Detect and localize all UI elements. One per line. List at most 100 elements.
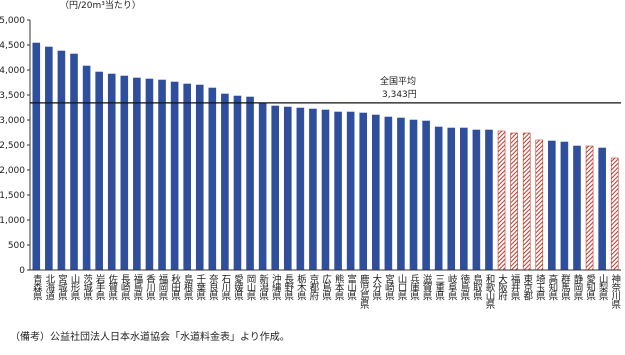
x-tick-label: 神奈川県 bbox=[609, 273, 621, 310]
x-tick-label: 宮城県 bbox=[56, 273, 68, 301]
bar bbox=[371, 114, 380, 271]
y-tick-label: 3,500 bbox=[0, 91, 25, 101]
x-tick-label: 静岡県 bbox=[571, 273, 583, 301]
x-tick-label: 茨城県 bbox=[81, 273, 93, 301]
bar bbox=[233, 95, 242, 271]
x-tick-label: 滋賀県 bbox=[421, 273, 433, 301]
bar bbox=[610, 157, 619, 271]
bar bbox=[158, 79, 166, 271]
y-tick-label: 0 bbox=[19, 266, 25, 276]
bar bbox=[384, 116, 393, 271]
bar bbox=[510, 132, 518, 271]
bar bbox=[271, 105, 280, 271]
x-tick-label: 東京都 bbox=[521, 273, 533, 301]
bar bbox=[120, 75, 129, 271]
x-tick-label: 秋田県 bbox=[169, 273, 181, 301]
average-value-label: 3,343円 bbox=[382, 89, 417, 100]
x-tick-label: 三重県 bbox=[433, 274, 445, 301]
bar bbox=[359, 112, 368, 271]
x-tick-label: 京都府 bbox=[307, 273, 319, 301]
x-tick-label: 高知県 bbox=[546, 273, 558, 301]
bar bbox=[57, 50, 66, 271]
bar bbox=[183, 83, 191, 271]
bar bbox=[485, 129, 493, 271]
bar bbox=[522, 132, 531, 271]
bar bbox=[221, 93, 229, 271]
bar bbox=[460, 127, 468, 271]
x-tick-label: 岐阜県 bbox=[446, 273, 458, 301]
bar bbox=[409, 119, 418, 271]
bar bbox=[434, 126, 443, 271]
x-tick-label: 愛知県 bbox=[584, 273, 596, 301]
bar bbox=[45, 46, 53, 271]
x-tick-label: 熊本県 bbox=[333, 273, 345, 301]
x-tick-label: 福島県 bbox=[131, 273, 143, 301]
x-tick-label: 岡山県 bbox=[245, 274, 257, 301]
bar bbox=[535, 139, 544, 271]
y-tick-label: 3,000 bbox=[0, 116, 25, 126]
bar bbox=[346, 111, 355, 271]
x-tick-label: 沖縄県 bbox=[270, 273, 282, 301]
note: （備考）公益社団法人日本水道協会「水道料金表」より作成。 bbox=[10, 330, 290, 343]
x-tick-label: 広島県 bbox=[320, 273, 332, 301]
bar bbox=[472, 129, 481, 271]
bar bbox=[32, 42, 41, 271]
bar bbox=[422, 120, 430, 271]
y-tick-label: 4,500 bbox=[0, 41, 25, 51]
x-tick-label: 新潟県 bbox=[257, 273, 269, 301]
bar bbox=[246, 96, 254, 271]
x-tick-label: 栃木県 bbox=[295, 273, 307, 301]
y-tick-label: 2,500 bbox=[0, 141, 25, 151]
x-tick-label: 和歌山県 bbox=[483, 274, 495, 310]
x-tick-label: 徳島県 bbox=[458, 273, 470, 301]
x-tick-label: 愛媛県 bbox=[232, 273, 244, 301]
x-tick-label: 鳥取県 bbox=[471, 273, 483, 301]
bar bbox=[585, 145, 594, 271]
x-tick-label: 長野県 bbox=[282, 274, 294, 301]
x-tick-label: 山梨県 bbox=[597, 274, 609, 301]
bar bbox=[321, 109, 330, 271]
bar bbox=[560, 141, 569, 271]
bar bbox=[208, 87, 217, 271]
x-tick-label: 鹿児島県 bbox=[358, 273, 370, 310]
x-tick-label: 大阪府 bbox=[496, 273, 508, 301]
x-tick-label: 北海道 bbox=[43, 274, 55, 301]
bar bbox=[397, 117, 405, 271]
x-tick-label: 石川県 bbox=[219, 274, 231, 301]
x-tick-label: 長崎県 bbox=[119, 274, 131, 301]
x-tick-label: 奈良県 bbox=[207, 273, 219, 301]
x-tick-label: 福岡県 bbox=[157, 273, 169, 301]
y-tick-label: 2,000 bbox=[0, 166, 25, 176]
bar bbox=[548, 140, 556, 271]
x-tick-label: 青森県 bbox=[31, 273, 43, 301]
x-tick-label: 大分県 bbox=[370, 273, 382, 301]
average-label: 全国平均 bbox=[380, 75, 416, 87]
x-tick-label: 香川県 bbox=[144, 274, 156, 301]
bar bbox=[145, 78, 154, 271]
bar bbox=[170, 81, 179, 271]
bar bbox=[82, 65, 91, 271]
y-tick-label: 500 bbox=[8, 241, 25, 251]
bar bbox=[95, 71, 103, 271]
bar bbox=[195, 84, 204, 271]
x-tick-label: 山口県 bbox=[395, 274, 407, 301]
bar bbox=[70, 53, 78, 271]
bar bbox=[283, 106, 292, 271]
x-tick-label: 群馬県 bbox=[559, 273, 571, 301]
bar bbox=[447, 127, 456, 271]
x-tick-label: 島根県 bbox=[182, 273, 194, 301]
bar bbox=[334, 111, 342, 271]
y-tick-label: 4,000 bbox=[0, 66, 25, 76]
bar bbox=[573, 145, 581, 271]
x-tick-label: 岩手県 bbox=[94, 273, 106, 301]
x-tick-label: 兵庫県 bbox=[408, 273, 420, 301]
x-tick-label: 佐賀県 bbox=[106, 273, 118, 301]
y-axis-label: （円/20m³当たり） bbox=[60, 0, 141, 11]
x-tick-label: 千葉県 bbox=[194, 274, 206, 301]
bar bbox=[296, 107, 305, 271]
bar bbox=[309, 108, 317, 271]
x-tick-label: 富山県 bbox=[345, 273, 357, 301]
x-tick-label: 宮崎県 bbox=[383, 273, 395, 301]
bar bbox=[497, 130, 506, 271]
